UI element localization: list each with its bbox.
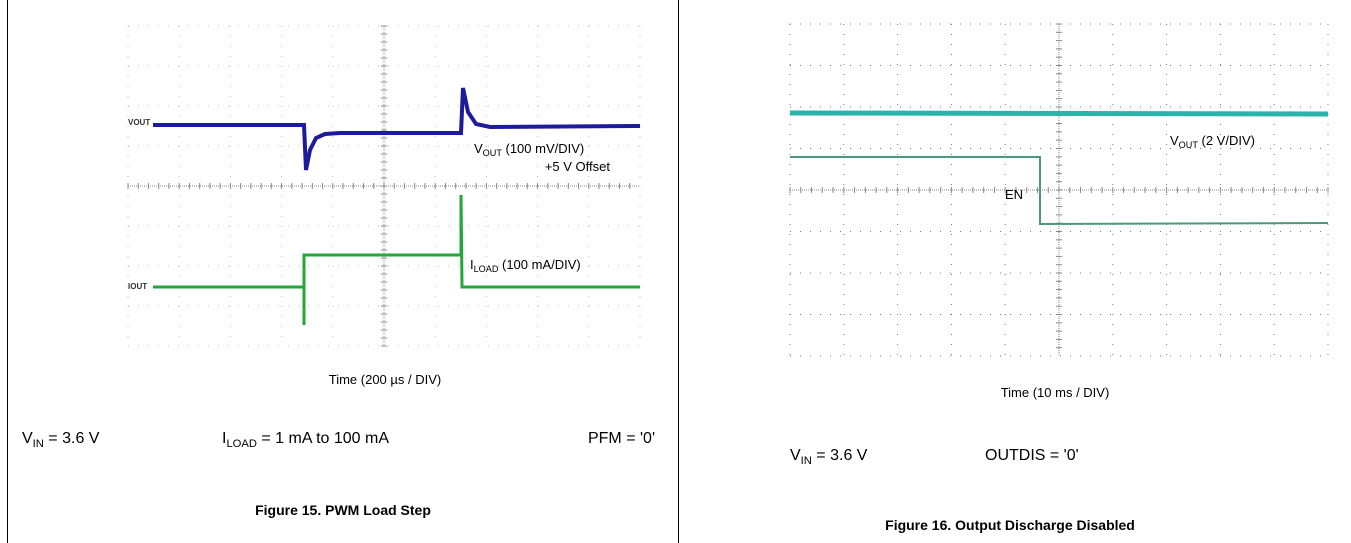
condition: VIN = 3.6 V [790, 447, 868, 467]
subscript: LOAD [474, 264, 499, 274]
channel-label: VOUT [128, 118, 150, 127]
vout-trace [153, 87, 641, 171]
channel-label: IOUT [128, 282, 147, 291]
label-text: (100 mA/DIV) [498, 257, 580, 272]
trace-label: VOUT (100 mV/DIV) [474, 141, 584, 158]
symbol: V [790, 447, 801, 464]
trace-label: EN [1005, 187, 1023, 202]
subscript: OUT [1179, 140, 1199, 150]
condition-text: = 3.6 V [812, 447, 868, 464]
trace-label: VOUT (2 V/DIV) [1170, 133, 1255, 150]
en-trace [790, 156, 1329, 226]
subscript: IN [801, 455, 812, 467]
iout-trace [153, 194, 640, 325]
condition-text: = 1 mA to 100 mA [257, 430, 389, 447]
condition: VIN = 3.6 V [22, 430, 100, 450]
time-label: Time (200 µs / DIV) [329, 372, 441, 387]
symbol: I [470, 257, 474, 272]
subscript: IN [33, 438, 44, 450]
symbol: I [222, 430, 226, 447]
vout-trace [789, 110, 1329, 117]
trace-label: ILOAD (100 mA/DIV) [470, 257, 581, 274]
label-text: (100 mV/DIV) [502, 141, 584, 156]
offset-label: +5 V Offset [545, 159, 611, 174]
condition: PFM = '0' [588, 430, 655, 447]
label-text: (2 V/DIV) [1198, 133, 1255, 148]
figure-frame [7, 0, 679, 543]
symbol: V [22, 430, 33, 447]
subscript: OUT [483, 148, 503, 158]
time-label: Time (10 ms / DIV) [1001, 385, 1110, 400]
symbol: V [474, 141, 483, 156]
symbol: V [1170, 133, 1179, 148]
condition-text: = 3.6 V [44, 430, 100, 447]
subscript: LOAD [226, 438, 256, 450]
caption: Figure 16. Output Discharge Disabled [885, 517, 1135, 533]
scope-grid [789, 23, 1329, 357]
condition: OUTDIS = '0' [985, 447, 1079, 464]
caption: Figure 15. PWM Load Step [255, 502, 431, 518]
scope-grid [127, 25, 641, 347]
condition: ILOAD = 1 mA to 100 mA [222, 430, 389, 450]
